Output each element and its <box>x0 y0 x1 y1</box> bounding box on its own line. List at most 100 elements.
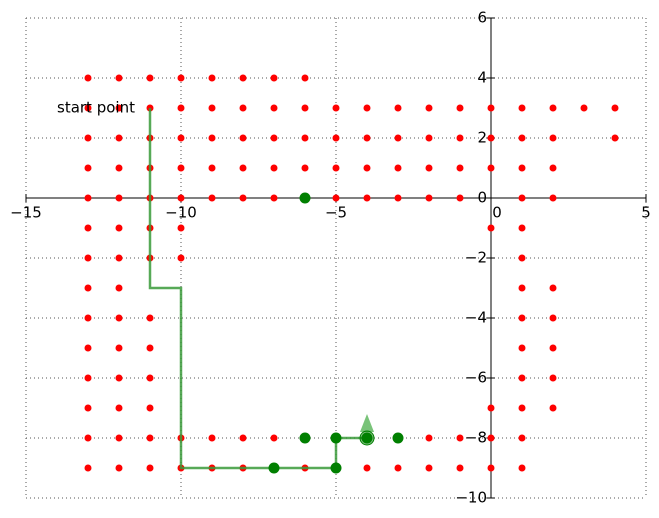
point <box>239 194 247 202</box>
point <box>518 164 526 172</box>
point <box>115 74 123 82</box>
point <box>518 404 526 412</box>
point <box>363 104 371 112</box>
point <box>330 432 342 444</box>
point <box>177 194 185 202</box>
point <box>84 284 92 292</box>
point <box>239 434 247 442</box>
point <box>394 164 402 172</box>
point <box>332 194 340 202</box>
point <box>363 134 371 142</box>
point <box>146 314 154 322</box>
ring-marker <box>359 430 375 446</box>
point <box>208 434 216 442</box>
point <box>115 224 123 232</box>
point <box>84 164 92 172</box>
point <box>518 254 526 262</box>
point <box>456 464 464 472</box>
point <box>394 134 402 142</box>
point <box>549 344 557 352</box>
point <box>549 374 557 382</box>
point <box>518 134 526 142</box>
point <box>84 134 92 142</box>
point <box>363 464 371 472</box>
point <box>84 74 92 82</box>
point <box>549 314 557 322</box>
point <box>518 224 526 232</box>
point <box>487 464 495 472</box>
point <box>487 134 495 142</box>
point <box>487 434 495 442</box>
point <box>394 464 402 472</box>
y-tick-label: 0 <box>477 189 487 207</box>
point <box>115 434 123 442</box>
point <box>487 404 495 412</box>
point <box>146 404 154 412</box>
point <box>363 164 371 172</box>
point <box>456 104 464 112</box>
point <box>270 164 278 172</box>
point <box>580 104 588 112</box>
point <box>487 104 495 112</box>
point <box>84 374 92 382</box>
point <box>177 74 185 82</box>
point <box>177 254 185 262</box>
point <box>518 374 526 382</box>
x-tick-label: 5 <box>641 204 651 222</box>
point <box>115 134 123 142</box>
point <box>177 134 185 142</box>
point <box>425 164 433 172</box>
point <box>332 104 340 112</box>
x-tick-label: −5 <box>325 204 347 222</box>
point <box>456 194 464 202</box>
point <box>301 104 309 112</box>
x-tick-label: 0 <box>492 204 502 222</box>
point <box>332 134 340 142</box>
point <box>268 462 280 474</box>
point <box>549 284 557 292</box>
point <box>425 434 433 442</box>
point <box>146 374 154 382</box>
point <box>115 314 123 322</box>
point <box>330 462 342 474</box>
y-tick-label: −6 <box>465 369 487 387</box>
point <box>208 134 216 142</box>
point <box>115 404 123 412</box>
point <box>84 254 92 262</box>
point <box>115 194 123 202</box>
point <box>84 404 92 412</box>
point <box>208 194 216 202</box>
point <box>84 434 92 442</box>
point <box>115 164 123 172</box>
y-tick-label: −2 <box>465 249 487 267</box>
y-tick-label: −4 <box>465 309 487 327</box>
point <box>146 464 154 472</box>
point <box>518 194 526 202</box>
y-tick-label: 6 <box>477 9 487 27</box>
point <box>456 434 464 442</box>
point <box>146 344 154 352</box>
point <box>301 134 309 142</box>
annotation: start point <box>57 99 135 117</box>
point <box>456 164 464 172</box>
point <box>301 74 309 82</box>
point <box>299 192 311 204</box>
point <box>208 104 216 112</box>
point <box>611 104 619 112</box>
point <box>239 134 247 142</box>
point <box>84 344 92 352</box>
point <box>549 104 557 112</box>
point <box>425 194 433 202</box>
point <box>549 134 557 142</box>
point <box>425 104 433 112</box>
point <box>115 284 123 292</box>
point <box>611 134 619 142</box>
point <box>394 104 402 112</box>
point <box>146 74 154 82</box>
point <box>301 164 309 172</box>
point <box>177 224 185 232</box>
point <box>332 164 340 172</box>
point <box>487 224 495 232</box>
point <box>425 134 433 142</box>
